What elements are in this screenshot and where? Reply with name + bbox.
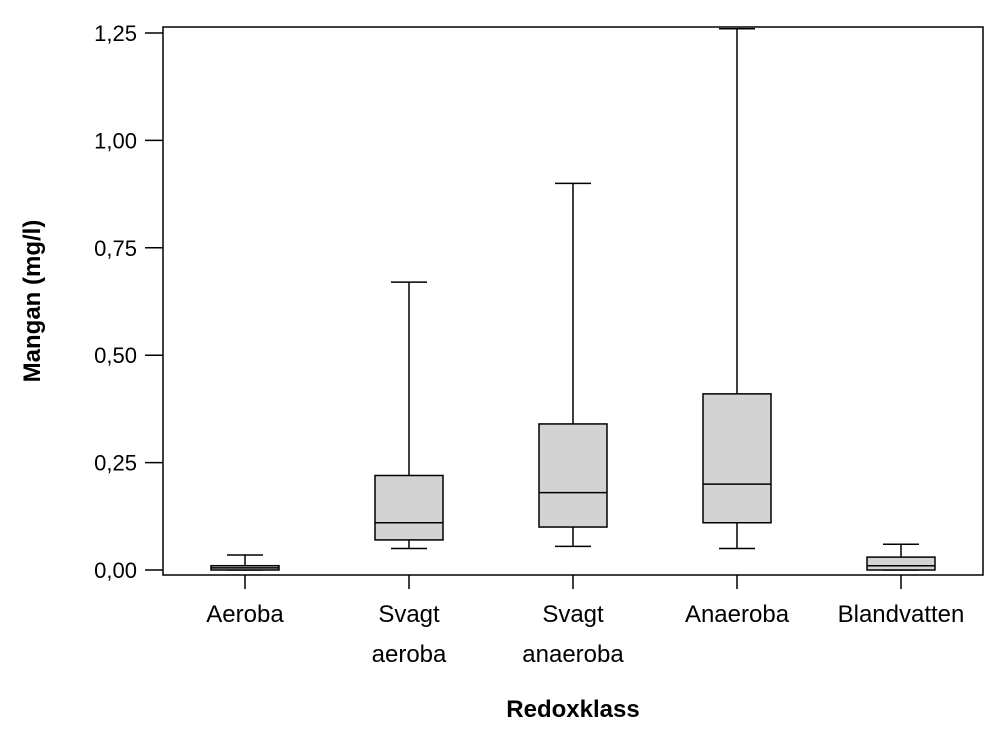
boxes (210, 27, 936, 571)
y-tick-label: 1,25 (94, 21, 137, 46)
y-tick-label: 0,25 (94, 451, 137, 476)
x-axis-title: Redoxklass (506, 696, 639, 723)
y-tick-label: 0,50 (94, 343, 137, 368)
y-tick-label: 1,00 (94, 128, 137, 153)
box-iqr (702, 393, 772, 524)
box-group (210, 554, 280, 571)
y-tick-label: 0,00 (94, 558, 137, 583)
x-tick-label: Anaeroba (685, 601, 790, 628)
y-axis: 0,00 0,25 0,50 0,75 1,00 1,25 (94, 21, 163, 583)
box-group (702, 27, 772, 550)
box-group (866, 543, 936, 571)
x-tick-label: Aeroba (206, 601, 284, 628)
x-tick-label: Svagt anaeroba (522, 601, 624, 668)
y-axis-title: Mangan (mg/l) (19, 220, 46, 383)
x-tick-label: Blandvatten (838, 601, 965, 628)
x-tick-label: Svagt aeroba (372, 601, 447, 668)
box-iqr (374, 474, 444, 541)
box-group (374, 281, 444, 550)
x-axis: Aeroba Svagt aeroba Svagt anaeroba Anaeroba Bl… (206, 575, 964, 668)
y-tick-label: 0,75 (94, 236, 137, 261)
box-group (538, 182, 608, 548)
box-iqr (538, 423, 608, 528)
box-iqr (866, 556, 936, 571)
